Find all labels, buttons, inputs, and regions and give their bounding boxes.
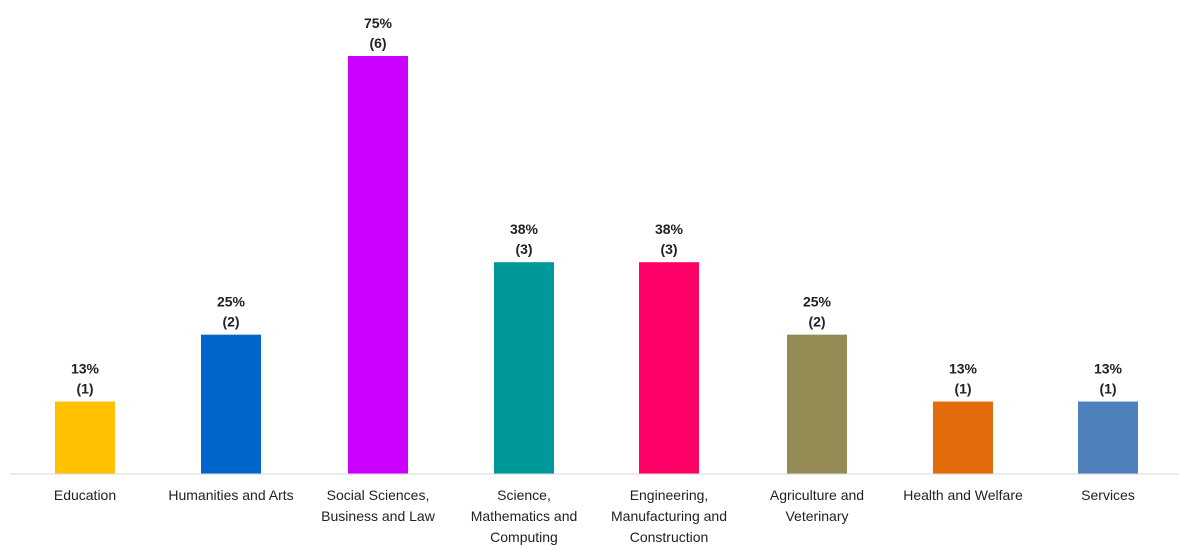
category-label: Science, Mathematics and Computing [471,487,578,545]
bars-layer [55,56,1138,474]
category-label-line: Manufacturing and [611,508,727,524]
category-label-line: Education [54,487,116,503]
category-label-line: Services [1081,487,1135,503]
bar-value-label: 13% [949,361,978,377]
category-label-line: Social Sciences, [327,487,430,503]
category-label-line: Science, [497,487,551,503]
bar-count-label: (1) [76,381,93,397]
bar-2 [201,334,261,474]
category-label-line: Construction [630,529,709,545]
bar-value-label: 13% [71,361,100,377]
category-label-line: Veterinary [785,508,848,524]
bar-count-label: (1) [1099,381,1116,397]
bar-value-label: 25% [803,294,832,310]
category-label: Education [54,487,116,503]
bar-count-label: (2) [222,314,239,330]
bar-5 [639,262,699,474]
category-label: Engineering, Manufacturing and Constructio… [611,487,727,545]
bar-7 [933,401,993,474]
category-label-line: Business and Law [321,508,436,524]
bar-value-label: 25% [217,294,246,310]
bar-value-label: 38% [510,221,539,237]
bar-8 [1078,401,1138,474]
category-label-line: Computing [490,529,558,545]
bar-count-label: (6) [369,35,386,51]
category-label-line: Humanities and Arts [168,487,293,503]
bar-4 [494,262,554,474]
category-label-line: Agriculture and [770,487,864,503]
category-label: Social Sciences, Business and Law [321,487,436,524]
bar-count-label: (3) [515,241,532,257]
bar-1 [55,401,115,474]
category-label: Services [1081,487,1135,503]
category-label-line: Mathematics and [471,508,578,524]
bar-count-label: (2) [808,314,825,330]
bar-count-label: (3) [660,241,677,257]
bar-value-label: 38% [655,221,684,237]
category-label-line: Engineering, [630,487,709,503]
bar-value-label: 75% [364,15,393,31]
category-label-line: Health and Welfare [903,487,1023,503]
category-label: Humanities and Arts [168,487,293,503]
labels-layer: 13% (1) Education 25% (2) Humanities and Arts… [54,15,1135,545]
category-label: Health and Welfare [903,487,1023,503]
bar-value-label: 13% [1094,361,1123,377]
category-label: Agriculture and Veterinary [770,487,864,524]
bar-6 [787,334,847,474]
bar-3 [348,56,408,474]
bar-count-label: (1) [954,381,971,397]
